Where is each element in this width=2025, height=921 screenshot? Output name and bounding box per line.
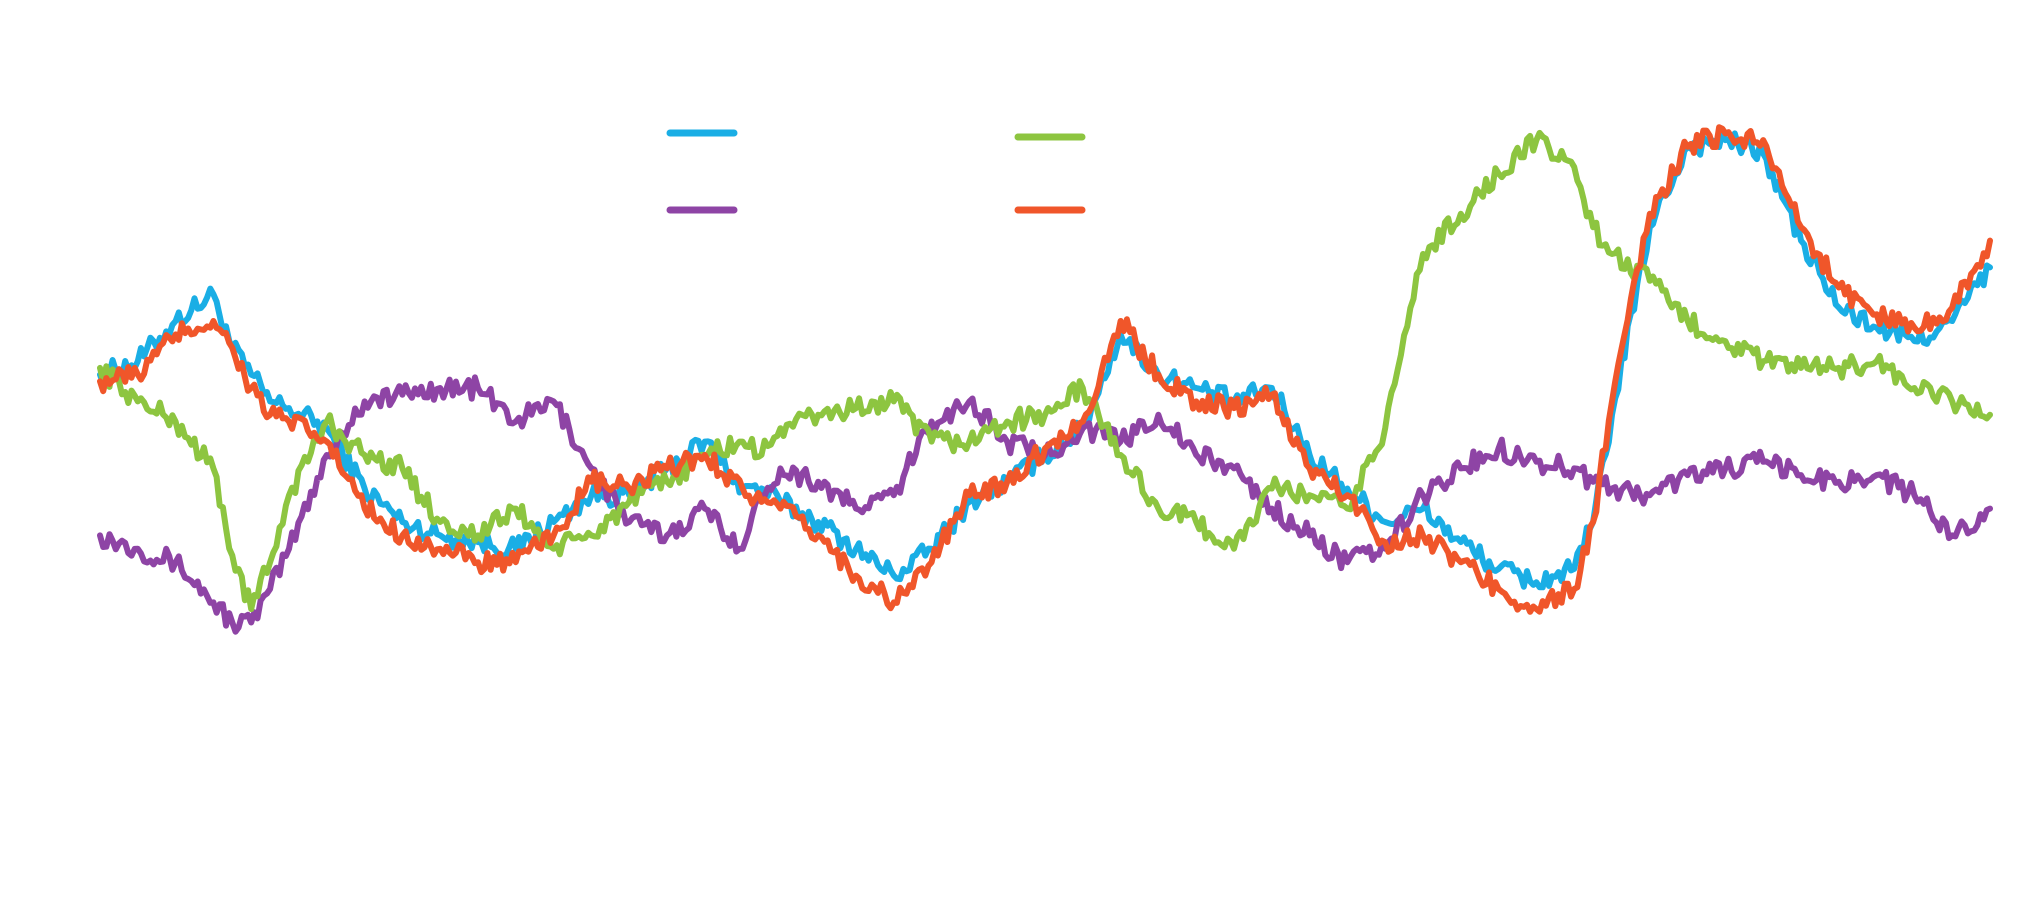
legend <box>666 129 1086 214</box>
series-line-4 <box>97 124 1993 615</box>
series-layer <box>97 124 1993 635</box>
series-line-3 <box>97 129 1993 613</box>
